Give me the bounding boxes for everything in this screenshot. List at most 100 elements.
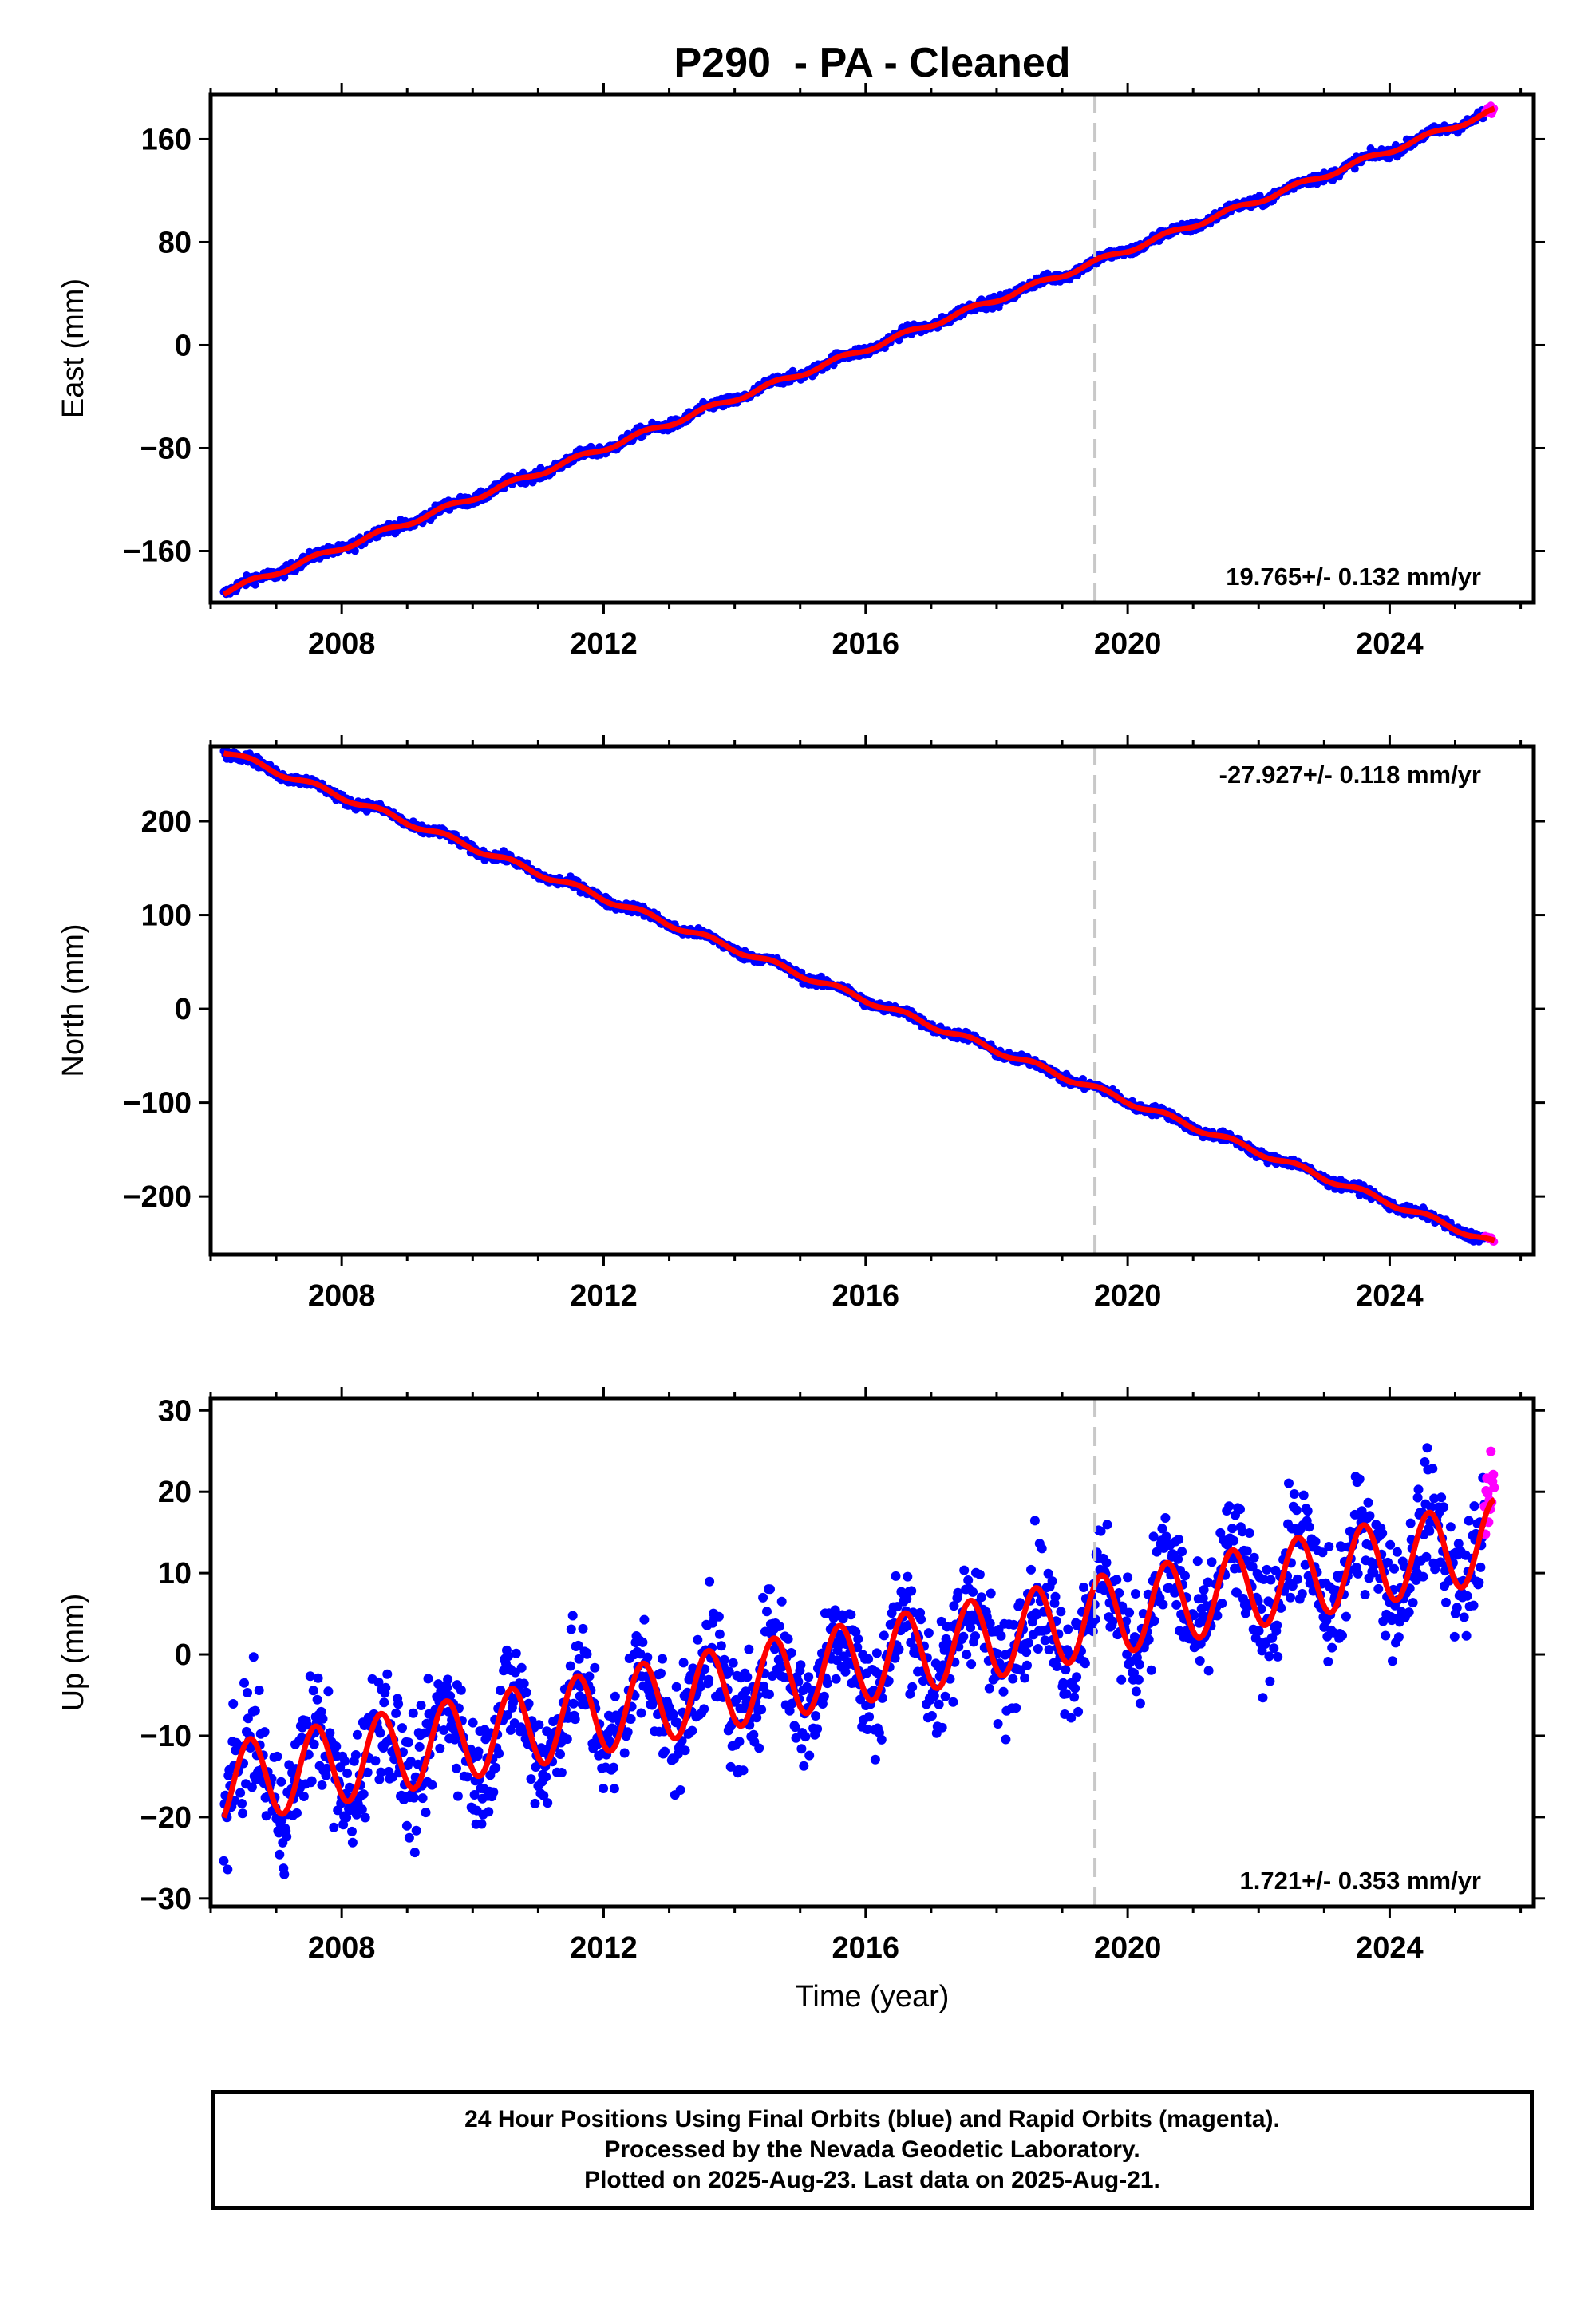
data-point <box>306 1776 317 1786</box>
data-point <box>984 1683 994 1694</box>
data-point <box>993 1719 1003 1729</box>
data-point <box>462 1772 472 1782</box>
data-point <box>516 1662 527 1673</box>
data-point <box>421 1808 431 1818</box>
data-point <box>401 1820 412 1831</box>
y-axis-label: North (mm) <box>57 923 90 1077</box>
data-point <box>871 1648 882 1658</box>
data-point <box>1408 1598 1418 1608</box>
rate-label: -27.927+/- 0.118 mm/yr <box>1219 761 1481 788</box>
data-point <box>321 1770 331 1780</box>
data-point <box>442 1682 452 1693</box>
data-point <box>1027 1617 1037 1627</box>
data-point <box>1292 1574 1302 1584</box>
data-point <box>804 1750 815 1761</box>
data-point <box>409 1848 420 1858</box>
data-point <box>1468 1600 1479 1611</box>
data-point <box>1131 1589 1140 1599</box>
y-tick-label: −200 <box>123 1180 192 1214</box>
data-point <box>247 1782 257 1792</box>
data-point <box>417 1793 428 1804</box>
data-point <box>1363 1497 1373 1508</box>
data-point <box>292 1808 302 1818</box>
data-point <box>1421 1551 1432 1562</box>
data-point <box>284 1760 294 1770</box>
data-point <box>1198 1593 1208 1603</box>
data-point <box>347 1837 358 1848</box>
data-point <box>323 1686 334 1697</box>
y-tick-label: 100 <box>141 899 192 933</box>
y-tick-label: −160 <box>123 535 192 568</box>
data-point <box>403 1737 413 1748</box>
data-point <box>976 1592 986 1603</box>
data-point <box>949 1601 959 1611</box>
data-point <box>962 1650 972 1660</box>
data-point <box>1043 1568 1053 1579</box>
data-point <box>1265 1676 1275 1686</box>
y-tick-label: 80 <box>158 226 192 259</box>
x-tick-label: 2020 <box>1094 1279 1162 1313</box>
data-point <box>282 1832 292 1842</box>
data-point <box>598 1784 609 1793</box>
y-tick-label: 160 <box>141 123 192 156</box>
data-point <box>940 1691 950 1701</box>
data-point <box>1177 1547 1187 1557</box>
data-point <box>1180 1571 1190 1581</box>
data-point <box>658 1654 667 1664</box>
data-point <box>1015 1598 1025 1608</box>
data-point <box>1195 1656 1205 1666</box>
data-point <box>831 1674 841 1684</box>
data-point <box>776 1596 787 1607</box>
data-point <box>279 1869 290 1879</box>
data-point <box>276 1777 286 1787</box>
data-point <box>452 1763 461 1773</box>
data-point <box>762 1607 772 1617</box>
x-tick-label: 2012 <box>570 1279 638 1313</box>
data-point <box>1469 1501 1479 1512</box>
data-point <box>1063 1624 1073 1634</box>
x-tick-label: 2016 <box>832 1279 900 1313</box>
data-point <box>1122 1649 1132 1659</box>
data-point <box>1420 1457 1430 1467</box>
data-point <box>1096 1526 1106 1536</box>
data-point <box>340 1756 350 1766</box>
data-point <box>966 1622 976 1633</box>
x-tick-label: 2008 <box>308 1279 376 1313</box>
data-point <box>1273 1651 1283 1662</box>
data-point <box>671 1682 681 1692</box>
data-point <box>1073 1706 1084 1717</box>
data-point <box>1114 1588 1124 1598</box>
data-point <box>1174 1535 1184 1544</box>
data-point <box>968 1587 978 1597</box>
data-point <box>728 1658 738 1668</box>
data-point <box>1133 1674 1144 1685</box>
data-point <box>791 1733 801 1743</box>
data-point <box>526 1774 536 1784</box>
data-point <box>1244 1528 1254 1538</box>
data-point <box>1392 1547 1402 1557</box>
data-point <box>494 1749 504 1759</box>
data-point <box>767 1671 777 1681</box>
plot-frame <box>208 744 1536 1257</box>
data-point <box>308 1686 318 1696</box>
data-point <box>239 1678 249 1688</box>
data-point <box>800 1732 811 1742</box>
data-point <box>251 580 259 589</box>
data-point <box>1360 1590 1370 1599</box>
data-point <box>219 1856 229 1866</box>
data-point <box>758 1592 768 1603</box>
data-point <box>1412 1492 1423 1503</box>
data-point <box>1217 1599 1227 1608</box>
data-point <box>1264 1651 1274 1662</box>
data-point <box>342 1768 353 1778</box>
data-point <box>1192 1556 1203 1567</box>
data-point <box>1235 1504 1245 1515</box>
data-point <box>318 1713 328 1724</box>
data-point <box>894 1644 904 1654</box>
data-point <box>1369 1567 1379 1578</box>
data-point <box>784 1705 795 1716</box>
data-point <box>1341 1611 1351 1622</box>
data-point <box>305 1671 315 1682</box>
data-point <box>680 1745 690 1756</box>
data-point <box>1297 1589 1307 1599</box>
